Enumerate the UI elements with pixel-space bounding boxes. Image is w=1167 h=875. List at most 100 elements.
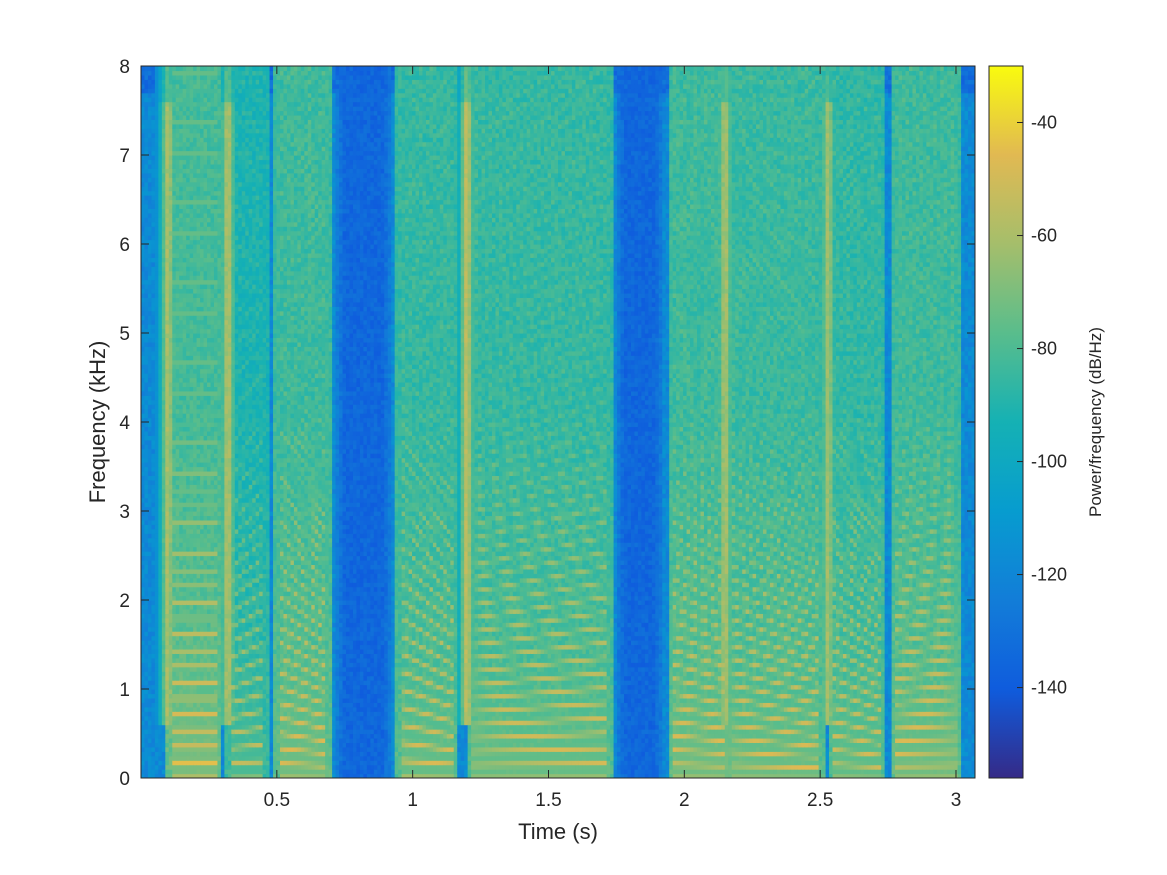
heatmap-cell	[204, 342, 208, 347]
heatmap-cell	[211, 289, 215, 294]
heatmap-cell	[224, 444, 228, 449]
heatmap-cell	[169, 622, 173, 627]
heatmap-cell	[224, 707, 228, 712]
heatmap-cell	[231, 386, 235, 391]
heatmap-cell	[193, 337, 197, 342]
heatmap-cell	[190, 693, 194, 698]
heatmap-cell	[190, 275, 194, 280]
heatmap-cell	[228, 685, 232, 690]
heatmap-cell	[238, 75, 242, 80]
heatmap-cell	[221, 662, 225, 667]
heatmap-cell	[176, 582, 180, 587]
heatmap-cell	[151, 235, 155, 240]
heatmap-cell	[144, 231, 148, 236]
heatmap-cell	[200, 622, 204, 627]
heatmap-cell	[190, 631, 194, 636]
heatmap-cell	[179, 159, 183, 164]
heatmap-cell	[176, 564, 180, 569]
heatmap-cell	[169, 168, 173, 173]
heatmap-cell	[214, 208, 218, 213]
heatmap-cell	[193, 600, 197, 605]
heatmap-cell	[158, 395, 162, 400]
heatmap-cell	[148, 658, 152, 663]
heatmap-cell	[204, 520, 208, 525]
heatmap-cell	[231, 360, 235, 365]
heatmap-cell	[217, 484, 221, 489]
heatmap-cell	[165, 645, 169, 650]
heatmap-cell	[183, 133, 187, 138]
heatmap-cell	[224, 266, 228, 271]
heatmap-cell	[242, 658, 246, 663]
heatmap-cell	[224, 244, 228, 249]
heatmap-cell	[197, 66, 201, 71]
heatmap-cell	[186, 729, 190, 734]
heatmap-cell	[144, 760, 148, 765]
heatmap-cell	[172, 409, 176, 414]
heatmap-cell	[214, 502, 218, 507]
heatmap-cell	[148, 177, 152, 182]
heatmap-cell	[190, 662, 194, 667]
heatmap-cell	[141, 364, 145, 369]
heatmap-cell	[242, 662, 246, 667]
heatmap-cell	[245, 658, 249, 663]
heatmap-cell	[235, 275, 239, 280]
heatmap-cell	[200, 582, 204, 587]
heatmap-cell	[165, 560, 169, 565]
heatmap-cell	[242, 418, 246, 423]
heatmap-cell	[158, 275, 162, 280]
heatmap-cell	[186, 400, 190, 405]
heatmap-cell	[144, 627, 148, 632]
heatmap-cell	[162, 204, 166, 209]
heatmap-cell	[148, 79, 152, 84]
heatmap-cell	[217, 346, 221, 351]
heatmap-cell	[207, 604, 211, 609]
heatmap-cell	[231, 676, 235, 681]
heatmap-cell	[165, 435, 169, 440]
heatmap-cell	[204, 685, 208, 690]
heatmap-cell	[217, 404, 221, 409]
heatmap-cell	[144, 600, 148, 605]
heatmap-cell	[197, 489, 201, 494]
heatmap-cell	[224, 351, 228, 356]
heatmap-cell	[151, 493, 155, 498]
heatmap-cell	[211, 649, 215, 654]
heatmap-cell	[224, 297, 228, 302]
heatmap-cell	[162, 689, 166, 694]
heatmap-cell	[204, 128, 208, 133]
heatmap-cell	[231, 84, 235, 89]
heatmap-cell	[197, 658, 201, 663]
heatmap-cell	[228, 191, 232, 196]
heatmap-cell	[245, 222, 249, 227]
heatmap-cell	[197, 609, 201, 614]
heatmap-cell	[228, 257, 232, 262]
heatmap-cell	[207, 413, 211, 418]
heatmap-cell	[179, 551, 183, 556]
heatmap-cell	[242, 685, 246, 690]
heatmap-cell	[238, 756, 242, 761]
heatmap-cell	[141, 257, 145, 262]
heatmap-cell	[165, 306, 169, 311]
heatmap-cell	[179, 618, 183, 623]
heatmap-cell	[238, 280, 242, 285]
heatmap-cell	[224, 475, 228, 480]
heatmap-cell	[235, 253, 239, 258]
heatmap-cell	[204, 738, 208, 743]
heatmap-cell	[169, 751, 173, 756]
heatmap-cell	[183, 106, 187, 111]
heatmap-cell	[242, 502, 246, 507]
heatmap-cell	[224, 240, 228, 245]
heatmap-cell	[242, 324, 246, 329]
heatmap-cell	[179, 596, 183, 601]
heatmap-cell	[144, 93, 148, 98]
heatmap-cell	[176, 191, 180, 196]
heatmap-cell	[193, 124, 197, 129]
heatmap-cell	[179, 400, 183, 405]
heatmap-cell	[165, 573, 169, 578]
heatmap-cell	[179, 204, 183, 209]
heatmap-cell	[245, 146, 249, 151]
heatmap-cell	[151, 208, 155, 213]
heatmap-cell	[155, 409, 159, 414]
heatmap-cell	[217, 373, 221, 378]
heatmap-cell	[245, 195, 249, 200]
heatmap-cell	[245, 529, 249, 534]
